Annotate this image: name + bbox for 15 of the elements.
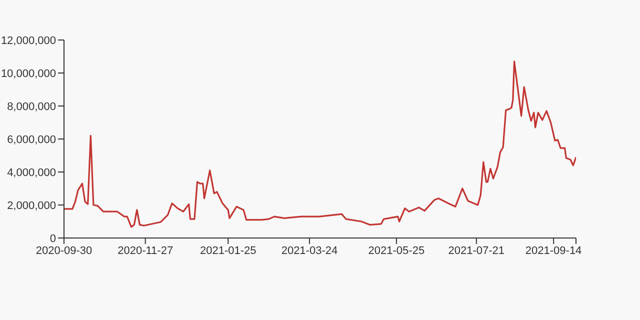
x-tick-label: 2021-05-25 — [368, 244, 425, 257]
y-tick-label: 2,000,000 — [7, 200, 56, 212]
x-tick-label: 2021-03-24 — [281, 244, 338, 257]
line-series — [64, 60, 576, 228]
y-tick-label: 0 — [50, 232, 56, 245]
y-tick-label: 12,000,000 — [0, 34, 56, 47]
y-tick-label: 6,000,000 — [7, 134, 56, 146]
x-tick-label: 2021-01-25 — [200, 244, 256, 257]
y-tick-label: 8,000,000 — [7, 100, 56, 113]
x-tick-label: 2021-07-21 — [448, 244, 505, 257]
x-tick-label: 2020-11-27 — [118, 244, 174, 257]
y-tick-label: 10,000,000 — [0, 68, 56, 80]
x-tick-label: 2020-09-30 — [36, 244, 92, 257]
y-tick-label: 4,000,000 — [7, 166, 56, 179]
x-tick-label: 2021-09-14 — [525, 244, 582, 257]
